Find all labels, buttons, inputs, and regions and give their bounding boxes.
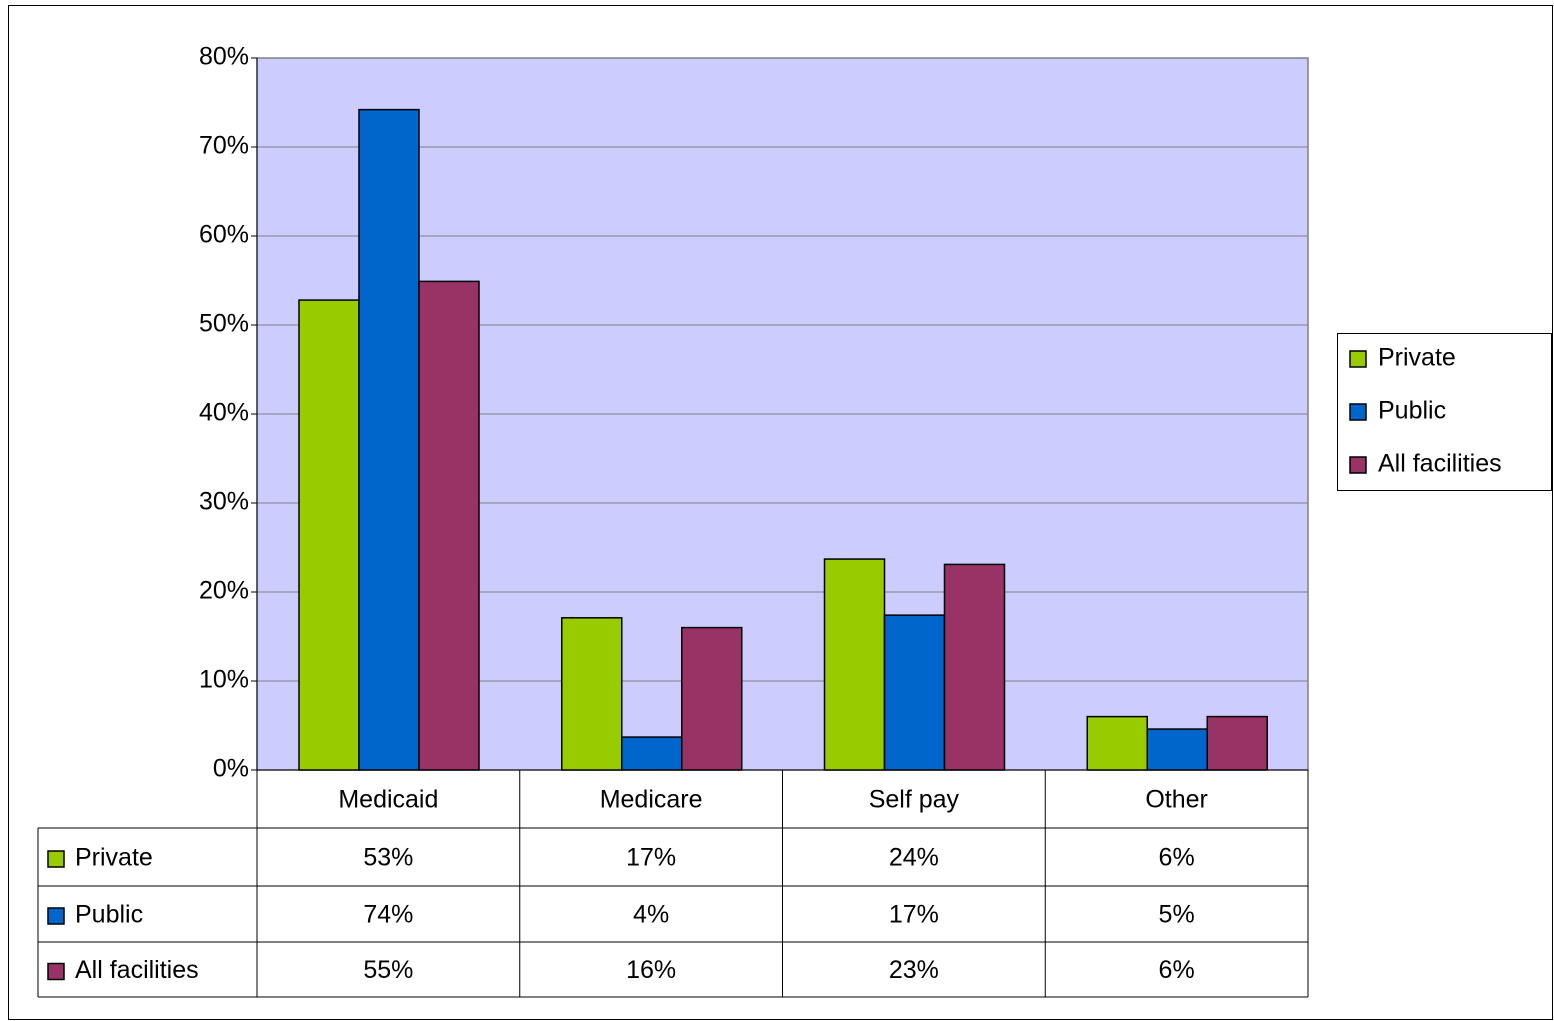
x-tick-label: Medicaid [338,786,438,814]
y-tick-label: 70% [199,132,249,160]
bar [621,736,683,771]
table-cell: 6% [1159,844,1195,872]
table-legend-key [47,907,65,925]
table-cell: 5% [1159,901,1195,929]
y-tick-label: 30% [199,488,249,516]
table-cell: 17% [889,901,939,929]
legend-box [1337,333,1552,491]
table-row-label: Public [75,901,143,929]
table-row-label: Private [75,844,153,872]
y-tick-label: 50% [199,310,249,338]
x-tick-label: Other [1145,786,1208,814]
y-tick-label: 0% [213,755,249,783]
bar [418,280,480,771]
bar [561,617,623,771]
legend-key [1349,456,1367,474]
x-tick-label: Self pay [869,786,960,814]
table-legend-key [47,962,65,981]
y-tick-label: 60% [199,221,249,249]
bar [681,626,743,771]
bar [298,299,360,771]
bar [1146,728,1208,771]
legend-label: Public [1378,397,1446,425]
table-cell: 16% [626,956,676,984]
legend-label: Private [1378,344,1456,372]
bar [358,108,420,771]
table-cell: 55% [363,956,413,984]
y-tick-label: 80% [199,43,249,71]
table-cell: 4% [633,901,669,929]
legend-key [1349,403,1367,421]
table-cell: 53% [363,844,413,872]
y-tick-label: 40% [199,399,249,427]
table-cell: 74% [363,901,413,929]
table-row-label: All facilities [75,956,199,984]
table-cell: 24% [889,844,939,872]
bar [883,614,946,771]
bar [943,563,1006,771]
legend-label: All facilities [1378,450,1502,478]
bar [1206,715,1268,771]
table-cell: 17% [626,844,676,872]
bar [823,558,886,771]
bar [1086,715,1148,771]
x-tick-label: Medicare [600,786,703,814]
y-tick-label: 20% [199,577,249,605]
table-cell: 23% [889,956,939,984]
y-tick-label: 10% [199,666,249,694]
table-cell: 6% [1159,956,1195,984]
table-legend-key [47,850,65,868]
legend-key [1349,350,1367,368]
